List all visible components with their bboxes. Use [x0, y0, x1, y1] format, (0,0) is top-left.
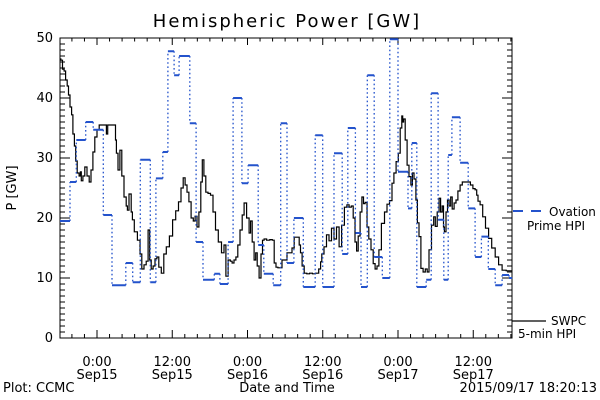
footer-timestamp: 2015/09/17 18:20:13	[460, 381, 597, 396]
y-tick-label: 0	[45, 331, 53, 346]
y-tick-label: 50	[36, 31, 53, 46]
ovation-legend-label-line1: Ovation	[549, 205, 596, 219]
x-tick-label-date: Sep16	[227, 368, 268, 383]
x-axis-title: Date and Time	[239, 381, 335, 396]
ovation-legend-label-line2: Prime HPI	[527, 219, 585, 233]
x-tick-label-time: 0:00	[233, 355, 262, 370]
swpc-series-line	[60, 58, 513, 279]
x-tick-label-date: Sep15	[152, 368, 193, 383]
plot-frame	[59, 37, 513, 339]
y-tick-label: 40	[36, 91, 53, 106]
x-tick-label-time: 12:00	[304, 355, 341, 370]
y-tick-label: 10	[36, 271, 53, 286]
footer-plot-credit: Plot: CCMC	[3, 381, 74, 396]
x-tick-label-date: Sep17	[453, 368, 494, 383]
swpc-legend-label-line1: SWPC	[551, 314, 586, 328]
x-tick-label-time: 0:00	[383, 355, 412, 370]
chart-title: Hemispheric Power [GW]	[153, 11, 421, 32]
legend-swpc: SWPC 5-min HPI	[512, 314, 586, 341]
y-axis-title: P [GW]	[5, 165, 20, 210]
ovation-series-vertical-dotted	[69, 39, 510, 287]
x-tick-label-date: Sep17	[377, 368, 418, 383]
y-tick-label: 30	[36, 151, 53, 166]
data-series	[60, 38, 513, 288]
x-tick-label-time: 0:00	[82, 355, 111, 370]
x-tick-label-time: 12:00	[455, 355, 492, 370]
x-tick-label-date: Sep16	[302, 368, 343, 383]
ovation-series-step-levels	[60, 38, 513, 288]
y-tick-label: 20	[36, 211, 53, 226]
x-tick-label-date: Sep15	[76, 368, 117, 383]
x-tick-label-time: 12:00	[154, 355, 191, 370]
axis-ticks	[60, 37, 512, 339]
axis-tick-labels: 0:00Sep1512:00Sep150:00Sep1612:00Sep160:…	[36, 31, 493, 383]
legend-ovation: Ovation Prime HPI	[513, 205, 596, 233]
swpc-legend-label-line2: 5-min HPI	[518, 327, 576, 341]
